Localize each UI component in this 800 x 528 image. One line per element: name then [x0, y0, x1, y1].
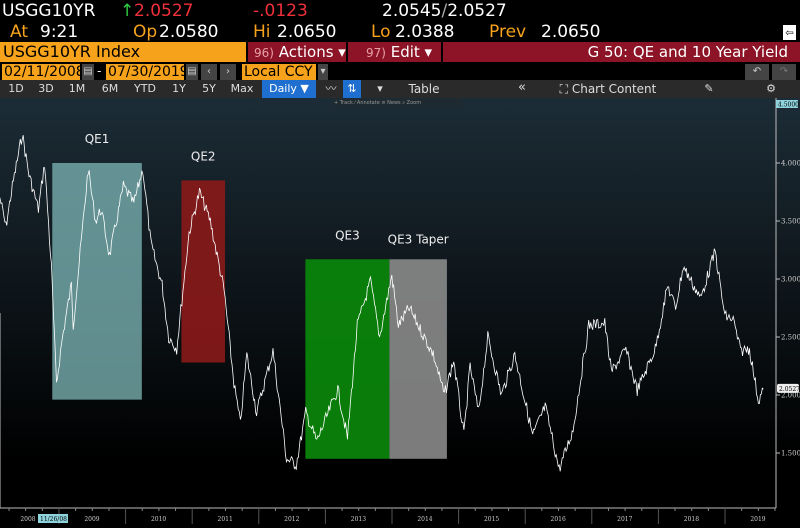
- y-top-label: 4.5000: [778, 102, 799, 109]
- prev-period-button[interactable]: ‹: [201, 64, 217, 80]
- edit-num: 97): [366, 46, 386, 60]
- chart-area[interactable]: QE1 QE2 QE3 QE3 Taper 1.5000 2.0000 2.5000 3.00…: [0, 98, 800, 524]
- bid-ask: 2.0545/2.0527: [382, 1, 507, 21]
- ticker: USGG10YR: [2, 1, 96, 21]
- calendar-icon[interactable]: ▤: [82, 64, 94, 80]
- annotation-box-2: [305, 259, 390, 459]
- prev-label: Prev: [489, 22, 527, 42]
- annotation-label: QE2: [191, 149, 216, 163]
- page-title: G 50: QE and 10 Year Yield: [443, 42, 800, 62]
- edit-menu[interactable]: 97) Edit ▾: [348, 42, 441, 62]
- period-1m[interactable]: 1M: [62, 80, 92, 98]
- table-button[interactable]: Table: [397, 80, 451, 98]
- x-tick-label: 2009: [84, 516, 99, 523]
- x-tick-label: 2011: [218, 516, 233, 523]
- y-tick-label: 3.5000: [781, 218, 800, 226]
- high-label: Hi: [253, 22, 271, 42]
- y-top-highlight: [776, 100, 798, 108]
- period-6m[interactable]: 6M: [95, 80, 125, 98]
- track-button[interactable]: + Track: [334, 100, 353, 106]
- frequency-select[interactable]: Daily ▼: [262, 80, 316, 98]
- y-tick-label: 3.0000: [781, 276, 800, 284]
- actions-num: 96): [254, 46, 274, 60]
- redo-button[interactable]: ↷: [772, 64, 796, 80]
- period-1d[interactable]: 1D: [2, 80, 30, 98]
- y-tick-label: 4.0000: [781, 160, 800, 168]
- gear-icon[interactable]: ⚙: [742, 80, 800, 98]
- period-max[interactable]: Max: [225, 80, 259, 98]
- annotate-button[interactable]: ⁄ Annotate: [354, 100, 380, 106]
- period-1y[interactable]: 1Y: [165, 80, 193, 98]
- start-date-input[interactable]: 02/11/2008: [2, 64, 85, 80]
- last-price: 2.0527: [134, 1, 194, 21]
- zoom-button[interactable]: ⌕ Zoom: [402, 100, 422, 106]
- bar-chart-icon[interactable]: ⇅: [343, 80, 361, 98]
- edit-label: Edit ▾: [390, 43, 433, 61]
- chart-mini-toolbar: + Track ⁄ Annotate ≡ News ⌕ Zoom: [334, 99, 462, 107]
- x-highlight-box: [38, 514, 68, 523]
- annotation-label: QE3 Taper: [388, 232, 449, 246]
- separator: /: [441, 1, 448, 21]
- high-value: 2.0650: [277, 22, 337, 42]
- annotation-label: QE1: [85, 132, 110, 146]
- prev-value: 2.0650: [541, 22, 601, 42]
- x-tick-label: 2013: [351, 516, 366, 523]
- news-button[interactable]: ≡ News: [381, 100, 401, 106]
- export-icon[interactable]: ⇦: [783, 25, 796, 40]
- x-tick-label: 2016: [551, 516, 566, 523]
- annotation-box-3: [389, 259, 447, 459]
- chart-content-label: Chart Content: [571, 82, 657, 96]
- time: 9:21: [40, 22, 79, 42]
- collapse-button[interactable]: «: [512, 80, 532, 98]
- last-value-tag: [777, 383, 799, 393]
- annotation-box-1: [181, 180, 226, 363]
- line-chart-icon[interactable]: 〰: [322, 80, 340, 98]
- x-tick-label: 2015: [484, 516, 499, 523]
- x-tick-label: 2010: [151, 516, 166, 523]
- x-tick-label: 2017: [617, 516, 632, 523]
- date-dash: -: [97, 64, 102, 78]
- yield-chart[interactable]: QE1 QE2 QE3 QE3 Taper 1.5000 2.0000 2.5000 3.00…: [0, 98, 800, 524]
- chevron-down-icon[interactable]: ▾: [318, 64, 328, 80]
- currency-select[interactable]: Local CCY: [242, 64, 316, 80]
- annotation-label: QE3: [335, 228, 360, 242]
- annotation-box-0: [52, 163, 142, 400]
- period-5y[interactable]: 5Y: [195, 80, 223, 98]
- x-tick-label: 2019: [750, 516, 765, 523]
- actions-label: Actions ▾: [278, 43, 346, 61]
- yield-line: [0, 135, 764, 472]
- low-label: Lo: [371, 22, 391, 42]
- last-value-label: 2.0527: [779, 386, 800, 393]
- edit-pencil-icon[interactable]: ✎: [680, 80, 738, 98]
- actions-menu[interactable]: 96) Actions ▾: [248, 42, 346, 62]
- low-value: 2.0388: [395, 22, 455, 42]
- y-tick-label: 2.0000: [781, 392, 800, 400]
- security-field[interactable]: USGG10YR Index: [0, 42, 246, 62]
- x-tick-label: 2018: [684, 516, 699, 523]
- chart-content-button[interactable]: ⛶ Chart Content: [540, 80, 676, 98]
- at-label: At: [10, 22, 28, 42]
- net-change: -.0123: [253, 1, 308, 21]
- ask: 2.0527: [447, 1, 507, 21]
- up-arrow-icon: ↑: [120, 1, 135, 21]
- undo-button[interactable]: ↶: [745, 64, 769, 80]
- x-tick-label: 2014: [417, 516, 432, 523]
- x-highlight-label: 11/26/08: [40, 516, 67, 523]
- open-label: Op: [133, 22, 158, 42]
- y-tick-label: 2.5000: [781, 334, 800, 342]
- chevron-down-icon[interactable]: ▾: [374, 80, 386, 98]
- next-period-button[interactable]: ›: [220, 64, 236, 80]
- period-ytd[interactable]: YTD: [127, 80, 163, 98]
- calendar-icon[interactable]: ▤: [186, 64, 198, 80]
- open-value: 2.0580: [159, 22, 219, 42]
- y-tick-label: 1.5000: [781, 450, 800, 458]
- chart-icon: ⛶: [559, 82, 572, 96]
- x-tick-label: 2008: [20, 516, 35, 523]
- period-3d[interactable]: 3D: [32, 80, 60, 98]
- end-date-input[interactable]: 07/30/2019: [106, 64, 189, 80]
- x-tick-label: 2012: [284, 516, 299, 523]
- bid: 2.0545: [382, 1, 442, 21]
